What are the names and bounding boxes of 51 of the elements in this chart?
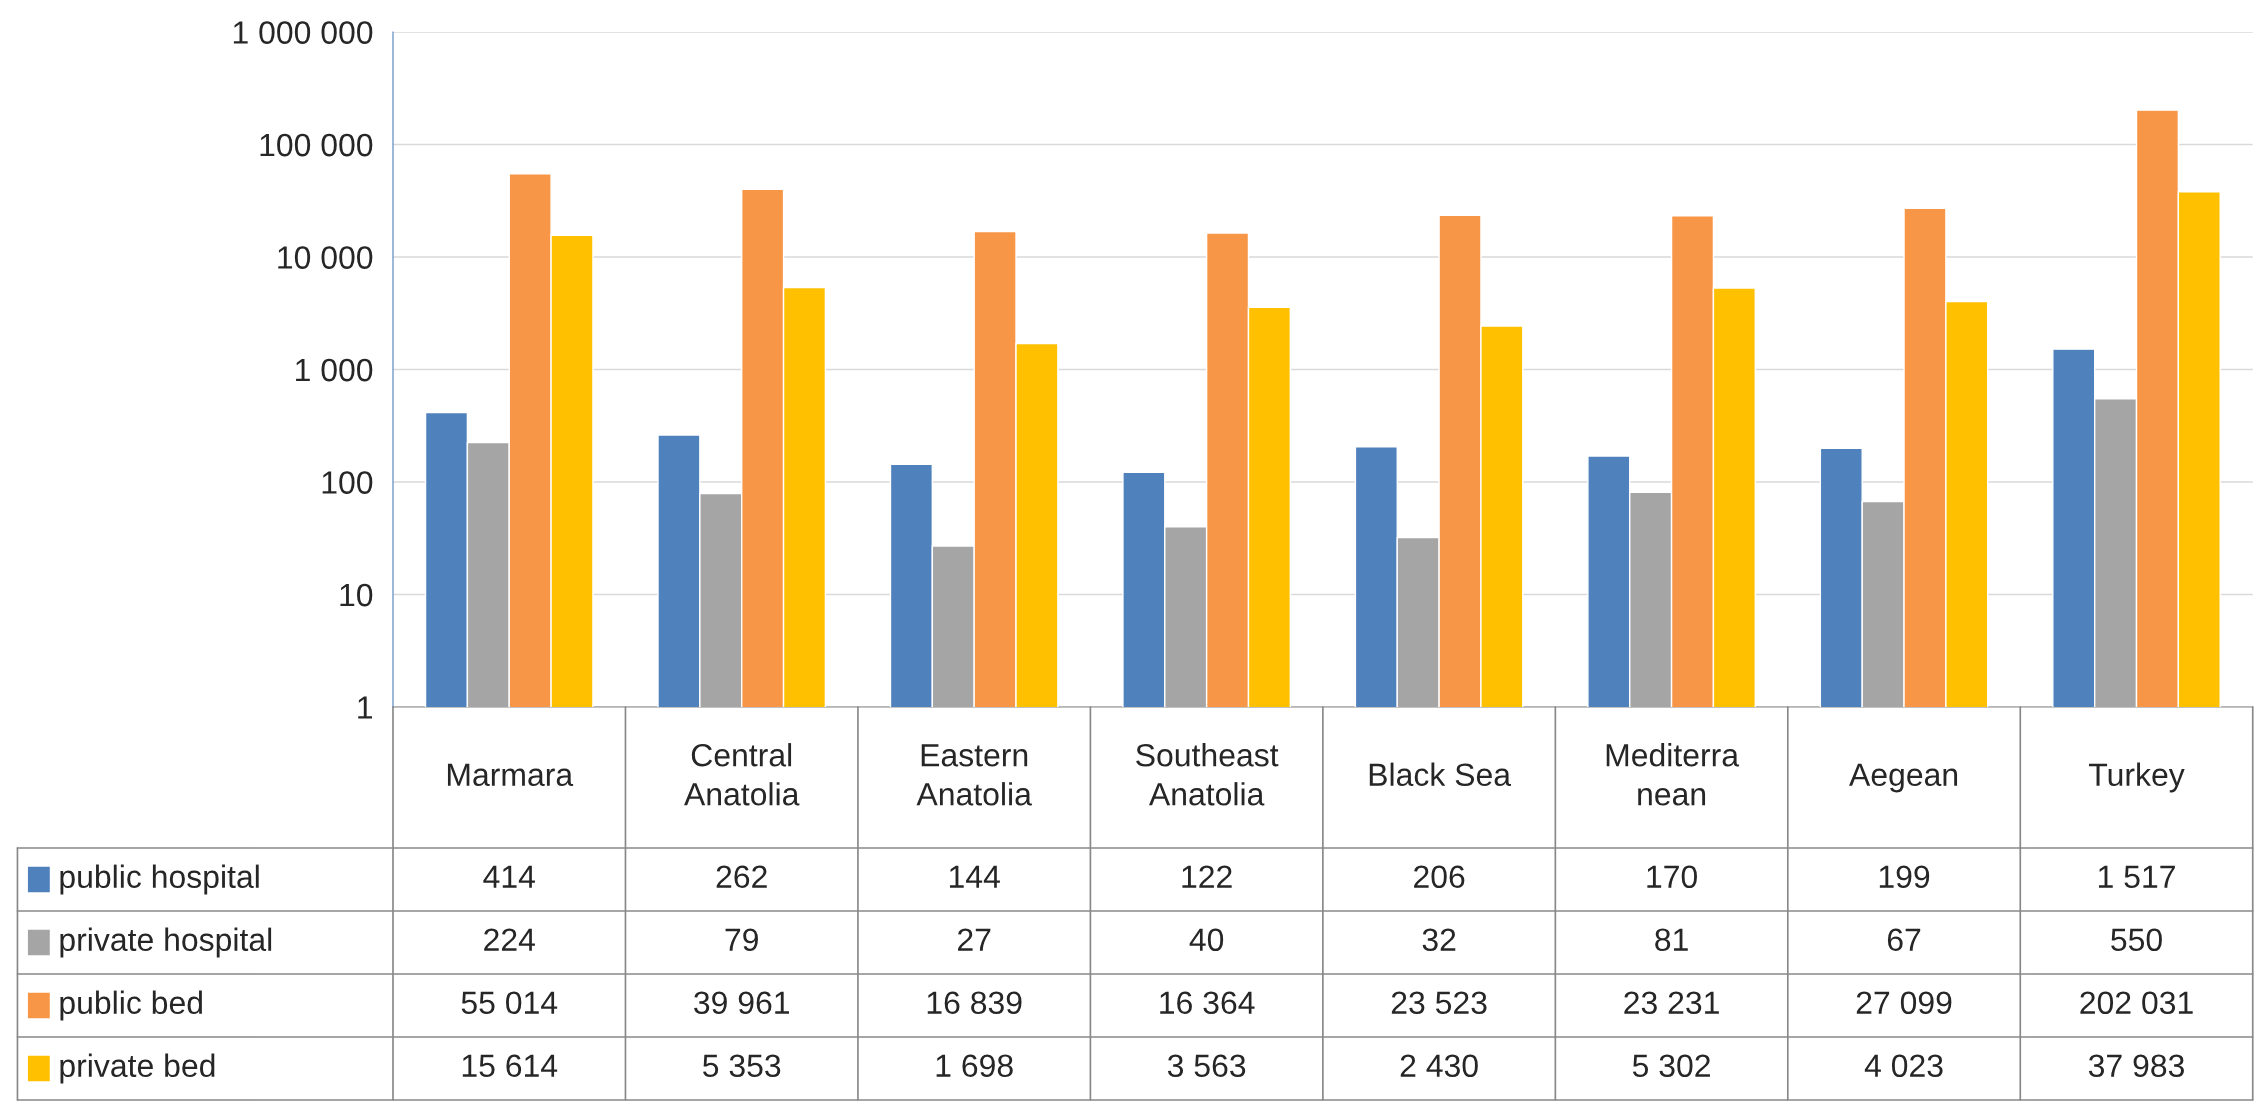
data-label: 27 xyxy=(958,928,991,951)
data-label: 23 523 xyxy=(1391,991,1487,1015)
y-tick-label: 10 000 xyxy=(278,246,373,269)
legend-label: public bed xyxy=(60,990,202,1021)
data-label: 67 xyxy=(1887,928,1921,952)
x-tick-label: Mediterra nean xyxy=(1606,743,1740,806)
data-label: 206 xyxy=(1414,865,1465,889)
data-label: 262 xyxy=(716,865,767,889)
data-label: 170 xyxy=(1647,865,1697,889)
y-tick-label: 10 xyxy=(340,583,373,607)
data-label: 27 099 xyxy=(1856,991,1952,1015)
y-tick-label: 1 000 000 xyxy=(233,21,373,44)
data-label: 23 231 xyxy=(1624,991,1719,1015)
data-label: 15 614 xyxy=(462,1054,558,1078)
data-label: 16 839 xyxy=(927,991,1022,1015)
data-label: 16 364 xyxy=(1160,991,1255,1015)
data-label: 3 563 xyxy=(1167,1054,1246,1078)
data-label: 5 302 xyxy=(1632,1054,1710,1078)
data-label: 144 xyxy=(949,865,1000,888)
data-label: 199 xyxy=(1879,865,1930,889)
data-label: 224 xyxy=(484,928,535,951)
y-tick-label: 1 000 xyxy=(296,358,373,382)
y-tick-label: 100 000 xyxy=(260,133,373,157)
x-tick-label: Eastern Anatolia xyxy=(916,744,1032,806)
x-tick-label: Aegean xyxy=(1849,763,1958,793)
data-label: 550 xyxy=(2111,928,2162,952)
data-label: 5 353 xyxy=(703,1054,781,1078)
x-tick-label: Black Sea xyxy=(1369,762,1512,787)
legend-label: private hospital xyxy=(60,927,272,958)
data-label: 37 983 xyxy=(2088,1054,2184,1078)
x-tick-label: Turkey xyxy=(2089,762,2185,793)
data-label: 202 031 xyxy=(2080,991,2193,1015)
y-tick-label: 100 xyxy=(322,471,373,494)
legend-label: private bed xyxy=(60,1053,215,1084)
x-tick-label: Southeast Anatolia xyxy=(1136,743,1279,806)
data-label: 55 014 xyxy=(461,991,558,1015)
data-label: 122 xyxy=(1182,865,1232,888)
x-tick-label: Central Anatolia xyxy=(684,743,800,806)
data-label: 4 023 xyxy=(1864,1054,1943,1078)
y-tick-label: 1 xyxy=(358,696,372,719)
data-label: 1 698 xyxy=(936,1054,1013,1078)
legend-label: public hospital xyxy=(60,864,259,895)
x-tick-label: Marmara xyxy=(447,763,574,787)
data-label: 414 xyxy=(483,865,535,888)
data-label: 39 961 xyxy=(694,991,789,1015)
data-label: 79 xyxy=(725,928,758,952)
data-label: 1 517 xyxy=(2098,865,2175,889)
data-label: 32 xyxy=(1422,928,1456,952)
data-label: 40 xyxy=(1189,928,1224,952)
data-label: 81 xyxy=(1655,928,1688,952)
data-label: 2 430 xyxy=(1400,1054,1478,1078)
